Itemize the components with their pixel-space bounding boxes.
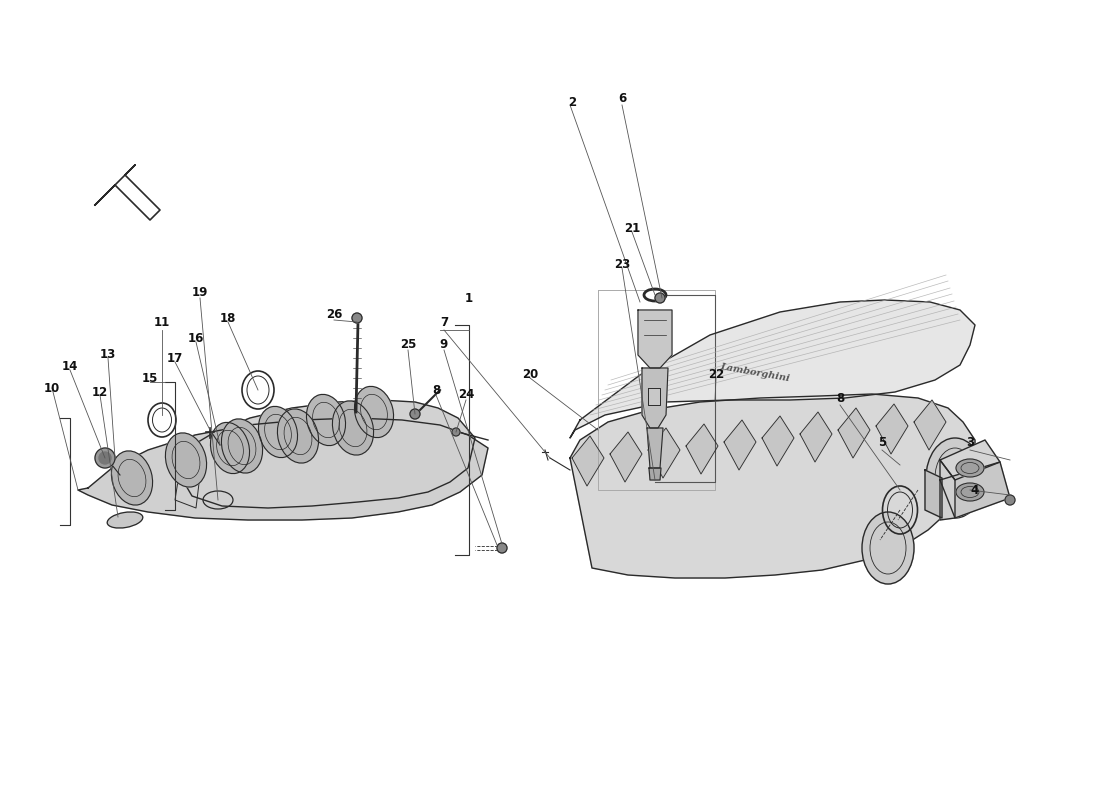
Ellipse shape: [107, 512, 143, 528]
Polygon shape: [838, 408, 870, 458]
Text: 6: 6: [618, 91, 626, 105]
Polygon shape: [178, 400, 475, 508]
Polygon shape: [940, 460, 955, 520]
Text: 10: 10: [44, 382, 60, 394]
Polygon shape: [649, 468, 661, 480]
Circle shape: [452, 428, 460, 436]
Polygon shape: [686, 424, 718, 474]
Text: 15: 15: [142, 371, 158, 385]
Text: 26: 26: [326, 309, 342, 322]
Circle shape: [1005, 495, 1015, 505]
Ellipse shape: [332, 401, 374, 455]
Text: 19: 19: [191, 286, 208, 298]
Text: 5: 5: [878, 435, 887, 449]
Polygon shape: [800, 412, 832, 462]
Text: 20: 20: [521, 369, 538, 382]
Polygon shape: [876, 404, 907, 454]
Circle shape: [410, 409, 420, 419]
Text: 22: 22: [708, 369, 724, 382]
Text: 14: 14: [62, 359, 78, 373]
Text: 13: 13: [100, 349, 117, 362]
Polygon shape: [762, 416, 794, 466]
Polygon shape: [610, 432, 642, 482]
Polygon shape: [572, 436, 604, 486]
Ellipse shape: [956, 459, 984, 477]
Circle shape: [654, 293, 666, 303]
Polygon shape: [78, 418, 488, 520]
Polygon shape: [647, 428, 663, 468]
Polygon shape: [648, 428, 680, 478]
Text: 25: 25: [399, 338, 416, 351]
Text: Lamborghini: Lamborghini: [719, 362, 791, 383]
Text: 21: 21: [624, 222, 640, 234]
Text: 3: 3: [966, 435, 975, 449]
Circle shape: [95, 448, 116, 468]
Ellipse shape: [277, 409, 319, 463]
Ellipse shape: [221, 419, 263, 473]
Polygon shape: [724, 420, 756, 470]
Circle shape: [497, 543, 507, 553]
Text: 7: 7: [440, 315, 448, 329]
Polygon shape: [940, 440, 1000, 480]
Circle shape: [352, 313, 362, 323]
Polygon shape: [940, 462, 1010, 518]
Polygon shape: [925, 470, 942, 518]
Text: 8: 8: [836, 391, 844, 405]
Ellipse shape: [926, 438, 984, 518]
Text: 16: 16: [188, 331, 205, 345]
Text: 12: 12: [92, 386, 108, 398]
Polygon shape: [175, 468, 200, 508]
Ellipse shape: [111, 451, 153, 505]
Polygon shape: [642, 368, 668, 428]
Ellipse shape: [354, 386, 394, 438]
Text: 24: 24: [458, 389, 474, 402]
Polygon shape: [638, 310, 672, 368]
Ellipse shape: [956, 483, 984, 501]
Ellipse shape: [210, 422, 250, 474]
Circle shape: [99, 452, 111, 464]
Text: 1: 1: [465, 291, 473, 305]
Text: 8: 8: [432, 383, 440, 397]
Text: 4: 4: [971, 483, 979, 497]
Ellipse shape: [862, 512, 914, 584]
Text: 9: 9: [440, 338, 448, 351]
Polygon shape: [570, 394, 975, 578]
Ellipse shape: [165, 433, 207, 487]
Ellipse shape: [258, 406, 297, 458]
Text: 23: 23: [614, 258, 630, 271]
Text: 18: 18: [220, 311, 236, 325]
Text: 2: 2: [568, 95, 576, 109]
Text: 17: 17: [167, 351, 183, 365]
Polygon shape: [95, 165, 160, 220]
Polygon shape: [914, 400, 946, 450]
Polygon shape: [570, 300, 975, 438]
Ellipse shape: [307, 394, 345, 446]
Polygon shape: [648, 388, 660, 405]
Text: 11: 11: [154, 315, 170, 329]
